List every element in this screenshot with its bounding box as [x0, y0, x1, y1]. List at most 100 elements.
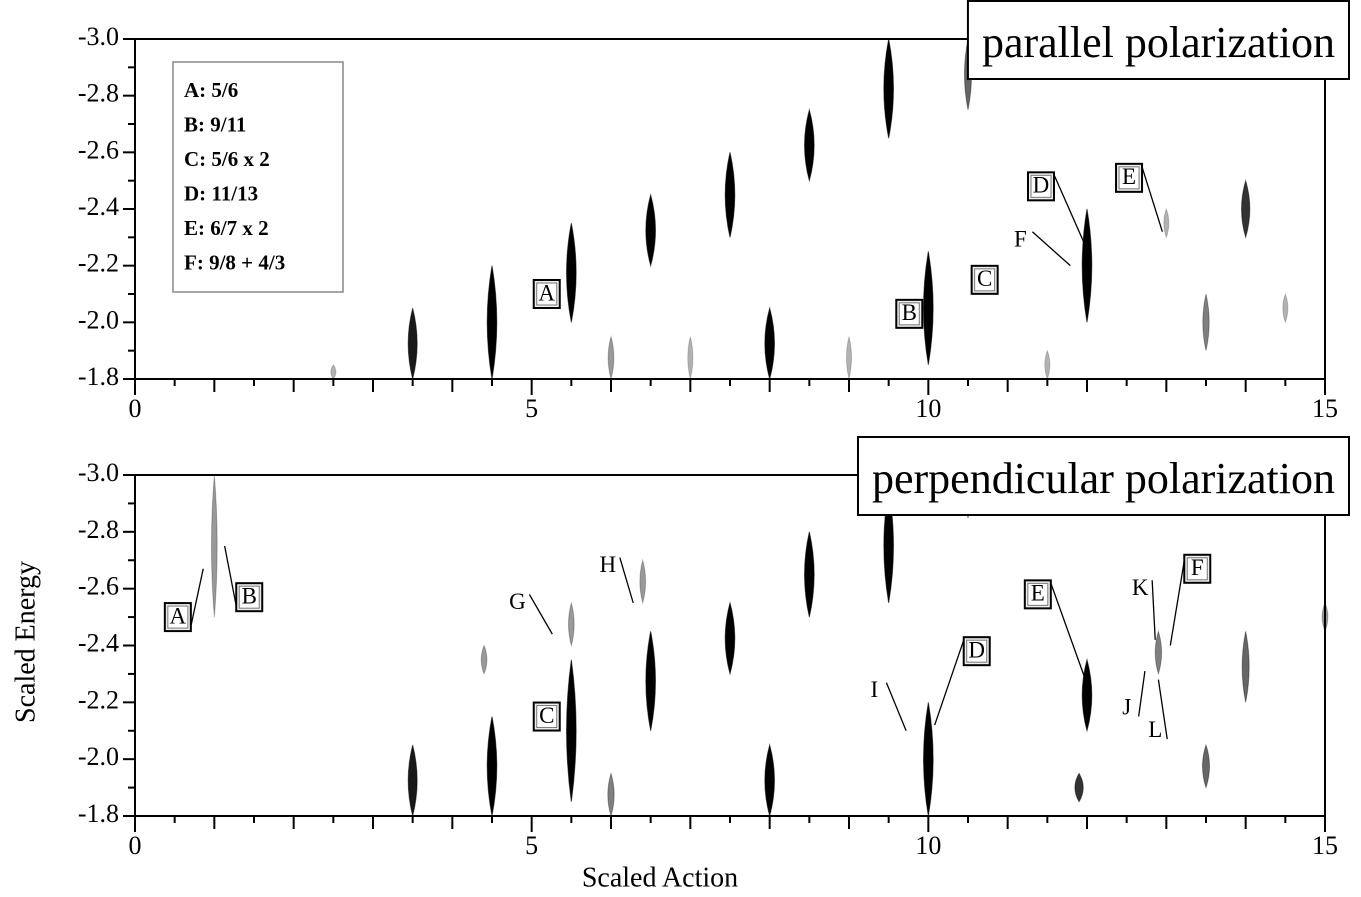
annotation-box-inner: [536, 282, 558, 306]
annotation: J: [1122, 694, 1131, 719]
annotation: L: [1148, 717, 1162, 742]
streak: [567, 600, 575, 648]
annotation-box-inner: [966, 639, 988, 663]
annotation: K: [1132, 575, 1149, 600]
leader-line: [885, 682, 907, 731]
streak: [1081, 657, 1093, 733]
annotation: E: [1031, 581, 1045, 606]
streak: [804, 531, 815, 618]
x-tick-label: 0: [129, 394, 142, 423]
streak: [210, 474, 218, 618]
y-tick-label: -2.6: [78, 572, 119, 601]
annotation: C: [977, 266, 992, 291]
key-frame: [172, 61, 344, 293]
y-tick-label: -2.4: [78, 192, 119, 221]
streak: [566, 659, 577, 802]
panel-title-box: [966, 0, 1350, 80]
streak: [1201, 743, 1211, 790]
annotation-box-inner: [1186, 557, 1208, 581]
streak: [607, 771, 615, 818]
streak: [687, 336, 694, 380]
streak: [1081, 208, 1093, 323]
streak: [486, 716, 498, 817]
key-entry: B: 9/11: [184, 112, 246, 136]
leader-line: [528, 594, 553, 635]
annotation-box-inner: [536, 705, 558, 729]
streak: [330, 363, 337, 380]
annotation-box-inner: [898, 302, 920, 326]
streak: [1241, 631, 1250, 703]
leader-line: [1049, 580, 1087, 680]
leader-line: [189, 568, 204, 632]
x-tick-label: 15: [1312, 394, 1338, 423]
x-axis-label: Scaled Action: [582, 862, 738, 893]
streak: [923, 702, 934, 817]
key-entry: C: 5/6 x 2: [184, 147, 270, 171]
y-tick-label: -2.8: [78, 79, 119, 108]
annotation: F: [1014, 226, 1027, 251]
annotation: F: [1191, 555, 1204, 580]
leader-line: [1151, 580, 1156, 640]
streak: [480, 644, 488, 676]
panel-title: parallel polarization: [982, 18, 1335, 67]
streak: [724, 600, 736, 676]
streak: [639, 558, 647, 605]
annotation: I: [871, 677, 879, 702]
annotation: D: [1033, 173, 1050, 198]
streak: [607, 334, 615, 381]
y-tick-label: -3.0: [78, 22, 119, 51]
streak: [1044, 349, 1051, 381]
key-entry: F: 9/8 + 4/3: [184, 250, 285, 274]
panel-title: perpendicular polarization: [872, 454, 1335, 503]
panel-title-box: [856, 436, 1350, 516]
leader-line: [1169, 554, 1186, 646]
leader-line: [1052, 172, 1087, 247]
streak: [407, 744, 418, 817]
streak: [645, 631, 656, 731]
annotation: A: [170, 603, 187, 628]
annotation-box-inner: [167, 605, 189, 629]
leader-line: [1140, 163, 1163, 232]
y-tick-label: -2.4: [78, 628, 119, 657]
leader-line: [1138, 670, 1146, 717]
y-tick-label: -1.8: [78, 362, 119, 391]
streak: [804, 107, 815, 183]
x-tick-label: 5: [525, 394, 538, 423]
leader-line: [1031, 231, 1071, 267]
key-box: A: 5/6 B: 9/11 C: 5/6 x 2 D: 11/13 E: 6/7 x …: [172, 61, 344, 293]
x-tick-label: 0: [129, 831, 142, 860]
x-tick-label: 5: [525, 831, 538, 860]
annotation-box-inner: [1027, 582, 1049, 606]
annotation: H: [600, 552, 617, 577]
annotation: A: [538, 280, 555, 305]
y-tick-label: -3.0: [78, 458, 119, 487]
streak: [1202, 293, 1210, 351]
y-tick-label: -2.8: [78, 515, 119, 544]
x-tick-label: 10: [915, 394, 941, 423]
streak: [883, 38, 894, 139]
leader-line: [1157, 679, 1168, 740]
y-tick-label: -2.6: [78, 135, 119, 164]
streak: [566, 223, 577, 323]
streak: [1074, 772, 1084, 803]
x-tick-label: 15: [1312, 831, 1338, 860]
leader-line: [934, 636, 966, 726]
y-tick-label: -2.0: [78, 742, 119, 771]
streak: [1282, 292, 1289, 324]
streak: [1154, 629, 1163, 676]
streak: [845, 336, 853, 380]
streak: [407, 308, 418, 380]
annotation: G: [509, 589, 526, 614]
streak: [1241, 178, 1251, 240]
streak: [1163, 207, 1170, 239]
annotation: E: [1122, 164, 1136, 189]
streak: [764, 306, 775, 381]
annotation: D: [968, 637, 985, 662]
streak: [645, 192, 656, 268]
annotation-box-inner: [1030, 174, 1052, 198]
y-tick-label: -1.8: [78, 799, 119, 828]
annotation-box-inner: [1118, 166, 1140, 190]
x-tick-label: 10: [915, 831, 941, 860]
streak: [923, 251, 934, 365]
